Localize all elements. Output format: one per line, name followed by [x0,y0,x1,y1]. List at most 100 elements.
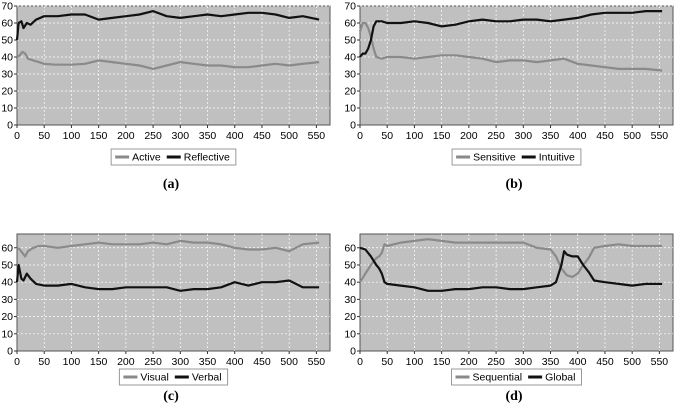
y-tick-label-c: 50 [1,259,13,271]
y-tick-label-a: 40 [1,52,13,64]
x-tick-label-a: 0 [14,130,20,142]
x-tick-label-a: 100 [63,130,81,142]
y-tick-label-b: 60 [344,18,356,30]
x-tick-label-a: 300 [172,130,190,142]
x-tick-label-c: 550 [308,356,326,368]
legend-label-sensitive-b: Sensitive [473,152,516,164]
plot-area-c [16,233,331,352]
y-tick-label-d: 20 [344,311,356,323]
x-tick-label-a: 550 [308,130,326,142]
y-tick-label-b: 40 [344,52,356,64]
x-tick-label-a: 250 [144,130,162,142]
y-tick-label-c: 40 [1,277,13,289]
x-tick-label-b: 150 [433,130,451,142]
series-line-visual-c [16,239,320,258]
x-tick-label-a: 400 [226,130,244,142]
y-tick-label-a: 30 [1,69,13,81]
x-tick-label-c: 150 [90,356,108,368]
x-tick-label-b: 400 [569,130,587,142]
y-tick-label-d: 10 [344,328,356,340]
legend-frame-b [451,148,582,166]
chart-panel-c: 0 10 20 30 40 50 60 0 50 100 150 200 250 300 350 400 450… [0,207,342,414]
x-tick-label-b: 100 [406,130,424,142]
y-tick-label-b: 70 [344,1,356,13]
y-tick-label-c: 10 [1,328,13,340]
y-tick-label-a: 50 [1,35,13,47]
legend-label-sequential-d: Sequential [473,372,523,384]
x-tick-label-a: 500 [280,130,298,142]
x-tick-label-c: 50 [38,356,50,368]
y-tick-label-c: 20 [1,311,13,323]
x-tick-label-c: 400 [226,356,244,368]
legend-label-visual-c: Visual [140,372,168,384]
x-tick-label-b: 500 [623,130,641,142]
y-tick-label-a: 0 [7,120,13,132]
x-tick-label-d: 50 [381,356,393,368]
y-tick-label-d: 30 [344,294,356,306]
y-tick-label-d: 40 [344,277,356,289]
x-tick-label-c: 300 [172,356,190,368]
x-tick-label-d: 450 [596,356,614,368]
series-line-reflective-a [15,10,320,41]
x-tick-label-c: 250 [144,356,162,368]
y-tick-label-c: 0 [7,346,13,358]
chart-c: 0 10 20 30 40 50 60 0 50 100 150 200 250 300 350 400 450… [1,233,331,386]
y-tick-label-a: 70 [1,1,13,13]
legend-frame-d [451,368,582,386]
y-tick-label-c: 30 [1,294,13,306]
x-tick-label-d: 0 [357,356,363,368]
y-tick-label-b: 20 [344,86,356,98]
series-line-intuitive-b [359,10,663,58]
chart-caption-c: (c) [163,389,179,404]
x-tick-label-d: 100 [406,356,424,368]
y-tick-label-d: 0 [350,346,356,358]
chart-caption-a: (a) [162,177,180,192]
series-line-verbal-c [15,263,320,292]
chart-b: 0 10 20 30 40 50 60 70 0 50 100 150 200 250 300 350 400 4… [344,1,674,166]
x-tick-label-b: 50 [381,130,393,142]
legend-b: Sensitive Intuitive [451,148,582,166]
x-tick-label-d: 300 [515,356,533,368]
chart-panel-d: 0 10 20 30 40 50 60 0 50 100 150 200 250 300 350 400 450… [343,207,685,414]
legend-frame-c [118,368,229,386]
chart-panel-b: 0 10 20 30 40 50 60 70 0 50 100 150 200 250 300 350 400 4… [343,0,685,207]
legend-label-active-a: Active [132,152,161,164]
chart-a: 0 10 20 30 40 50 60 70 0 50 100 150 200 250 300 350 400 4… [1,1,331,166]
y-tick-label-b: 0 [350,120,356,132]
y-tick-label-b: 30 [344,69,356,81]
y-tick-label-d: 60 [344,242,356,254]
x-tick-label-d: 350 [542,356,560,368]
series-line-sensitive-b [358,21,663,72]
x-tick-label-a: 200 [117,130,135,142]
y-tick-label-a: 10 [1,103,13,115]
x-tick-label-d: 550 [651,356,669,368]
x-tick-label-a: 450 [253,130,271,142]
x-tick-label-d: 200 [460,356,478,368]
x-tick-label-d: 500 [623,356,641,368]
legend-label-intuitive-b: Intuitive [539,152,575,164]
legend-label-verbal-c: Verbal [192,372,222,384]
series-line-active-a [16,50,320,70]
x-tick-label-a: 350 [199,130,217,142]
legend-c: Visual Verbal [118,368,229,386]
y-tick-label-b: 50 [344,35,356,47]
plot-area-d [359,233,674,352]
chart-d: 0 10 20 30 40 50 60 0 50 100 150 200 250 300 350 400 450… [344,233,674,386]
chart-caption-d: (d) [505,389,523,404]
y-tick-label-d: 50 [344,259,356,271]
y-tick-label-c: 60 [1,242,13,254]
y-tick-label-a: 20 [1,86,13,98]
x-tick-label-b: 200 [460,130,478,142]
legend-label-reflective-a: Reflective [184,152,230,164]
series-line-global-d [359,246,663,292]
x-tick-label-c: 450 [253,356,271,368]
x-tick-label-b: 350 [542,130,560,142]
x-tick-label-d: 150 [433,356,451,368]
x-tick-label-d: 400 [569,356,587,368]
x-tick-label-b: 0 [357,130,363,142]
x-tick-label-a: 50 [38,130,50,142]
x-tick-label-b: 250 [487,130,505,142]
y-tick-label-b: 10 [344,103,356,115]
x-tick-label-a: 150 [90,130,108,142]
plot-area-b [359,5,674,126]
